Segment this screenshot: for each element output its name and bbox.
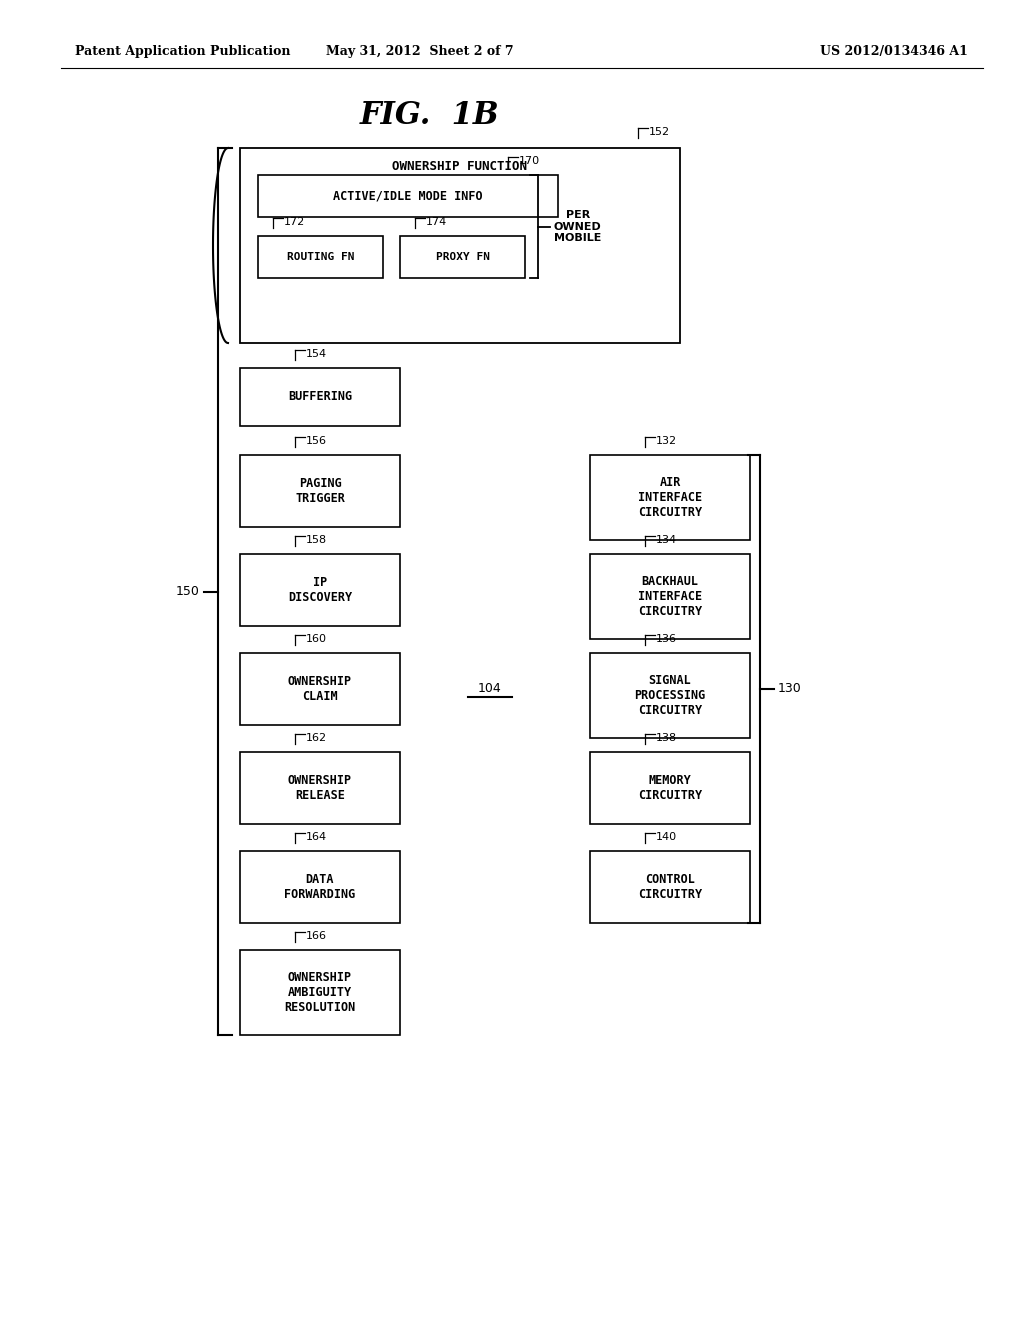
Bar <box>240 554 400 626</box>
Text: May 31, 2012  Sheet 2 of 7: May 31, 2012 Sheet 2 of 7 <box>327 45 514 58</box>
Bar <box>400 236 525 279</box>
Bar <box>258 236 383 279</box>
Text: ACTIVE/IDLE MODE INFO: ACTIVE/IDLE MODE INFO <box>333 190 482 202</box>
Bar <box>240 851 400 923</box>
Text: AIR
INTERFACE
CIRCUITRY: AIR INTERFACE CIRCUITRY <box>638 477 702 519</box>
Text: 164: 164 <box>306 832 327 842</box>
Text: OWNERSHIP
RELEASE: OWNERSHIP RELEASE <box>288 774 352 803</box>
Text: MEMORY
CIRCUITRY: MEMORY CIRCUITRY <box>638 774 702 803</box>
Text: 172: 172 <box>284 216 305 227</box>
Text: 158: 158 <box>306 535 327 545</box>
Text: 138: 138 <box>656 733 677 743</box>
Text: FIG.  1B: FIG. 1B <box>360 99 500 131</box>
Bar <box>240 752 400 824</box>
Text: OWNERSHIP FUNCTION: OWNERSHIP FUNCTION <box>392 160 527 173</box>
Text: 136: 136 <box>656 634 677 644</box>
Text: IP
DISCOVERY: IP DISCOVERY <box>288 576 352 605</box>
Text: OWNERSHIP
CLAIM: OWNERSHIP CLAIM <box>288 675 352 704</box>
Text: PER
OWNED
MOBILE: PER OWNED MOBILE <box>554 210 602 243</box>
Text: OWNERSHIP
AMBIGUITY
RESOLUTION: OWNERSHIP AMBIGUITY RESOLUTION <box>285 972 355 1014</box>
Bar <box>590 752 750 824</box>
Text: BUFFERING: BUFFERING <box>288 391 352 404</box>
Text: 156: 156 <box>306 436 327 446</box>
Text: ROUTING FN: ROUTING FN <box>287 252 354 261</box>
Text: 104: 104 <box>478 682 502 696</box>
Text: 170: 170 <box>519 156 540 166</box>
Text: DATA
FORWARDING: DATA FORWARDING <box>285 873 355 902</box>
Bar <box>240 950 400 1035</box>
Bar <box>240 455 400 527</box>
Text: SIGNAL
PROCESSING
CIRCUITRY: SIGNAL PROCESSING CIRCUITRY <box>635 675 706 717</box>
Text: 134: 134 <box>656 535 677 545</box>
Text: 150: 150 <box>176 585 200 598</box>
Bar <box>590 851 750 923</box>
Bar <box>590 653 750 738</box>
Text: US 2012/0134346 A1: US 2012/0134346 A1 <box>820 45 968 58</box>
Text: BACKHAUL
INTERFACE
CIRCUITRY: BACKHAUL INTERFACE CIRCUITRY <box>638 576 702 618</box>
Text: 154: 154 <box>306 348 327 359</box>
Text: 166: 166 <box>306 931 327 941</box>
Text: 174: 174 <box>426 216 447 227</box>
Text: 162: 162 <box>306 733 327 743</box>
Text: 140: 140 <box>656 832 677 842</box>
Text: PROXY FN: PROXY FN <box>435 252 489 261</box>
Bar <box>240 653 400 725</box>
Bar <box>240 148 680 343</box>
Text: 160: 160 <box>306 634 327 644</box>
Bar <box>590 455 750 540</box>
Text: CONTROL
CIRCUITRY: CONTROL CIRCUITRY <box>638 873 702 902</box>
Bar <box>258 176 558 216</box>
Text: Patent Application Publication: Patent Application Publication <box>75 45 291 58</box>
Bar <box>240 368 400 426</box>
Text: 152: 152 <box>649 127 670 137</box>
Text: 130: 130 <box>778 682 802 696</box>
Text: PAGING
TRIGGER: PAGING TRIGGER <box>295 477 345 506</box>
Bar <box>590 554 750 639</box>
Text: 132: 132 <box>656 436 677 446</box>
